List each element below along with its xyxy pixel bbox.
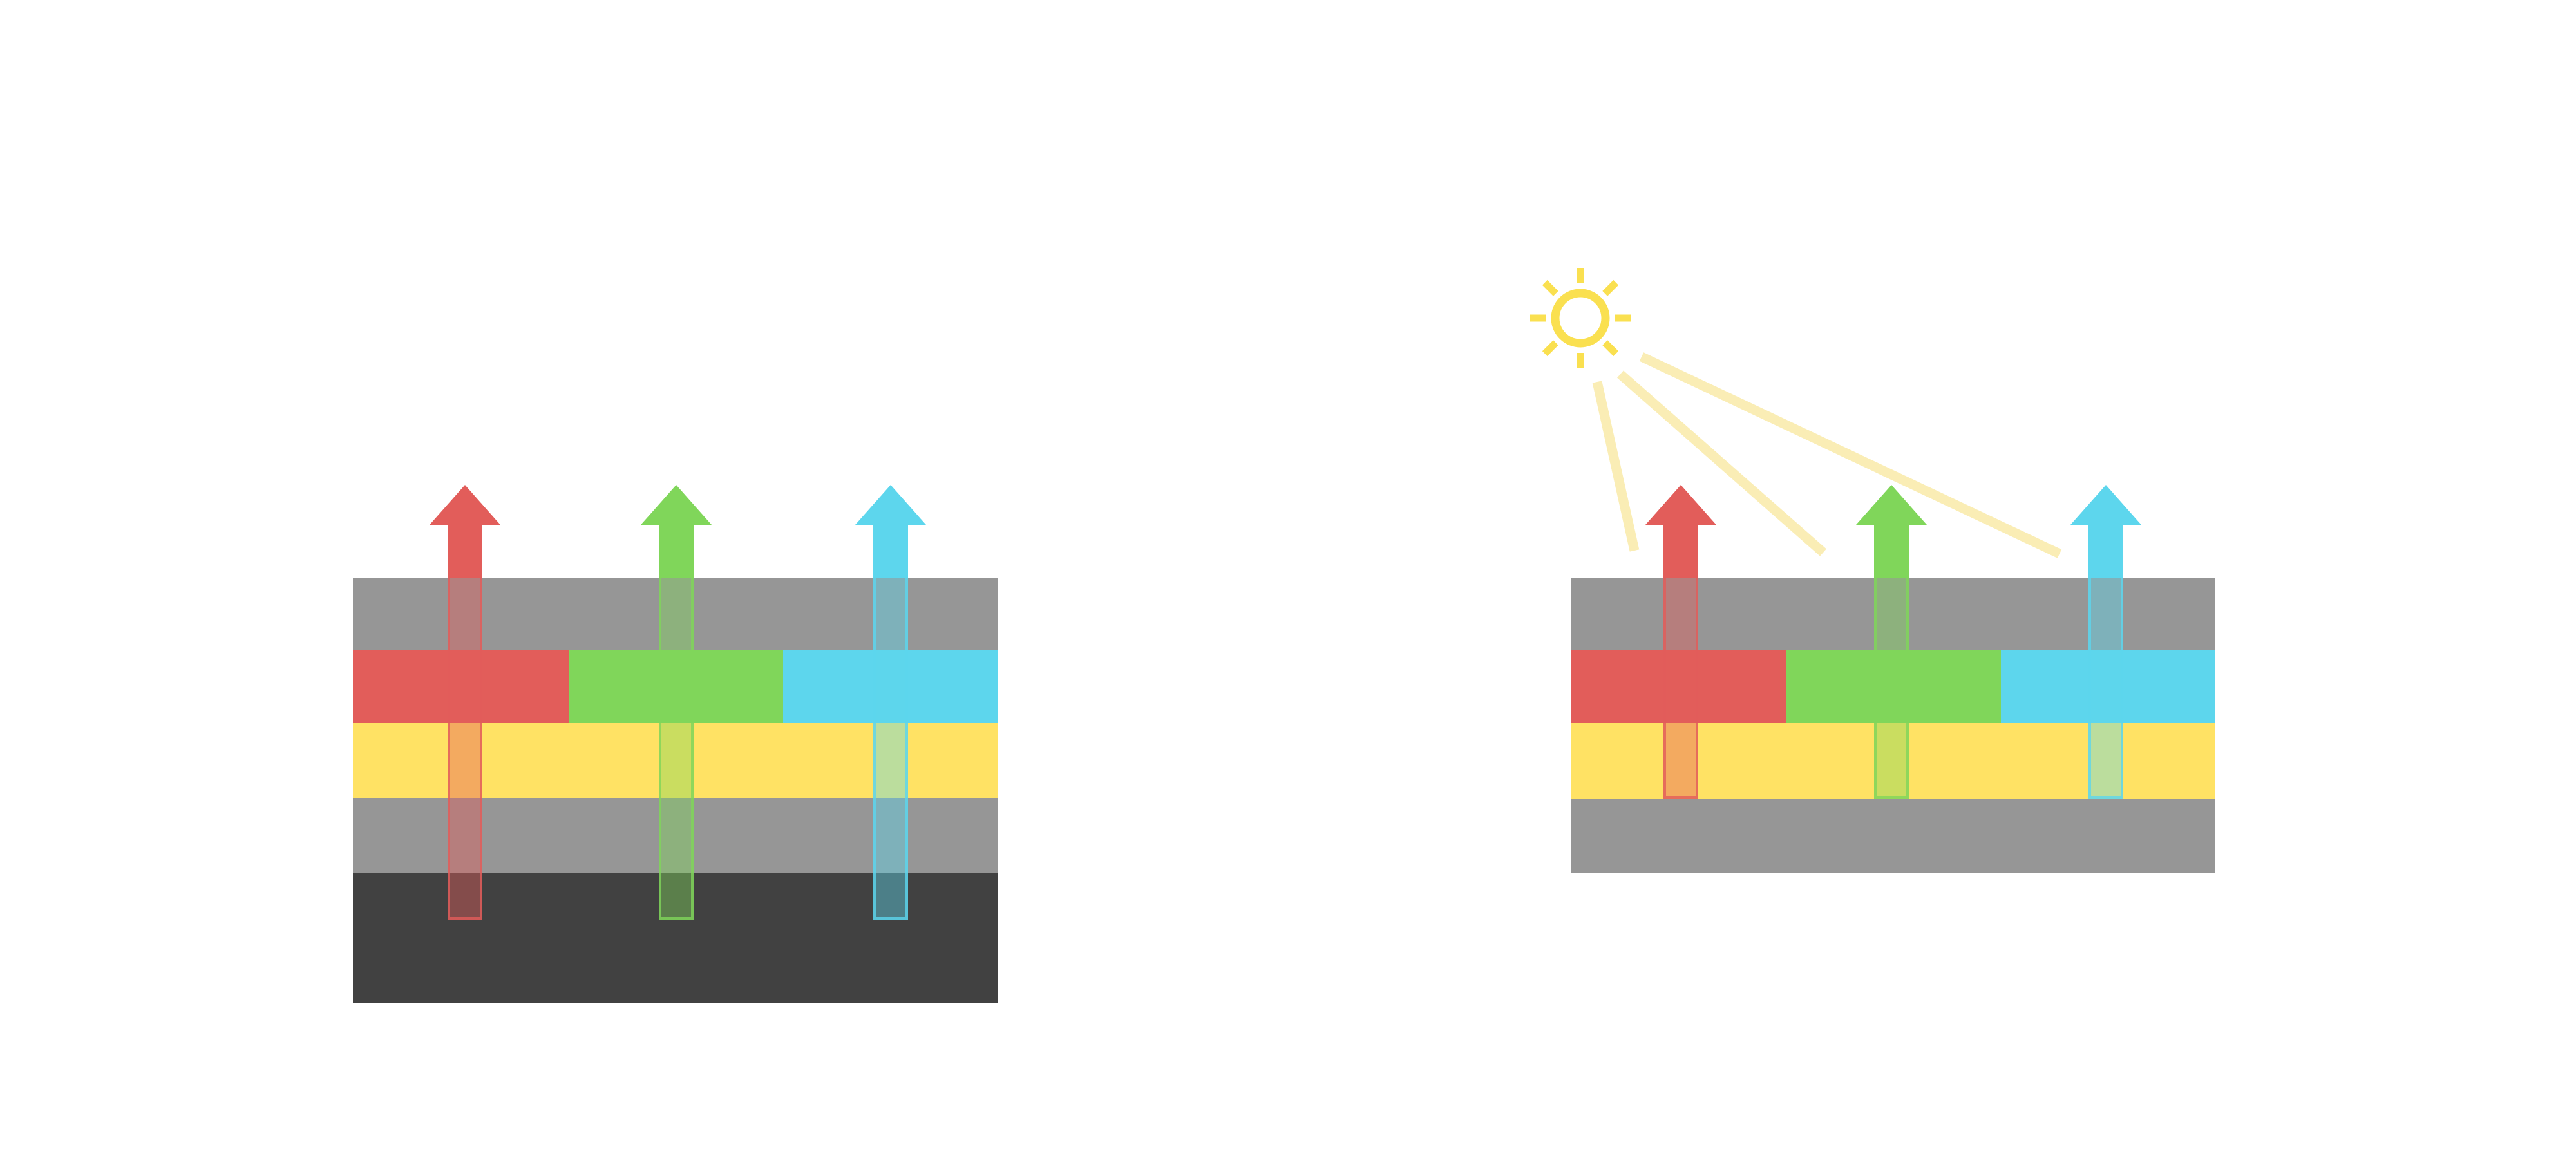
sun-icon xyxy=(1530,268,1631,368)
red-light-arrow-head xyxy=(430,485,500,525)
substrate-layer xyxy=(353,873,998,1003)
sun-beam-2 xyxy=(1617,370,1826,556)
red-light-arrow-shaft xyxy=(1663,524,1698,578)
blue-light-arrow-head xyxy=(2070,485,2141,525)
sun-ray xyxy=(1542,279,1558,296)
blue-light-arrow-head xyxy=(855,485,926,525)
top-cover-layer xyxy=(353,578,998,650)
green-light-arrow-head xyxy=(641,485,712,525)
green-subpixel-layer xyxy=(569,650,783,723)
sun-ray xyxy=(1602,340,1619,357)
blue-light-arrow-shaft xyxy=(2088,524,2123,578)
blue-subpixel-layer xyxy=(2001,650,2215,723)
green-light-arrow-tail xyxy=(659,578,694,920)
base-layer xyxy=(1571,799,2215,873)
green-light-arrow-tail xyxy=(1874,578,1909,799)
sun-ray xyxy=(1602,279,1619,296)
green-light-arrow-head xyxy=(1856,485,1927,525)
backplane-layer xyxy=(353,798,998,873)
red-subpixel-layer xyxy=(1571,650,1786,723)
green-subpixel-layer xyxy=(1786,650,2001,723)
red-light-arrow-head xyxy=(1645,485,1716,525)
sun-ring xyxy=(1551,288,1610,348)
blue-light-arrow-shaft xyxy=(873,524,908,578)
blue-light-arrow-tail xyxy=(873,578,908,920)
sun-beam-1 xyxy=(1592,381,1640,552)
red-light-arrow-tail xyxy=(448,578,482,920)
emitter-layer xyxy=(353,723,998,798)
reflective-layer xyxy=(1571,723,2215,799)
red-subpixel-layer xyxy=(353,650,569,723)
red-light-arrow-shaft xyxy=(448,524,482,578)
green-light-arrow-shaft xyxy=(659,524,694,578)
blue-light-arrow-tail xyxy=(2088,578,2123,799)
sun-ray xyxy=(1542,340,1558,357)
blue-subpixel-layer xyxy=(783,650,998,723)
green-light-arrow-shaft xyxy=(1874,524,1909,578)
top-cover-layer xyxy=(1571,578,2215,650)
sun-beam-3 xyxy=(1639,352,2062,558)
red-light-arrow-tail xyxy=(1663,578,1698,799)
